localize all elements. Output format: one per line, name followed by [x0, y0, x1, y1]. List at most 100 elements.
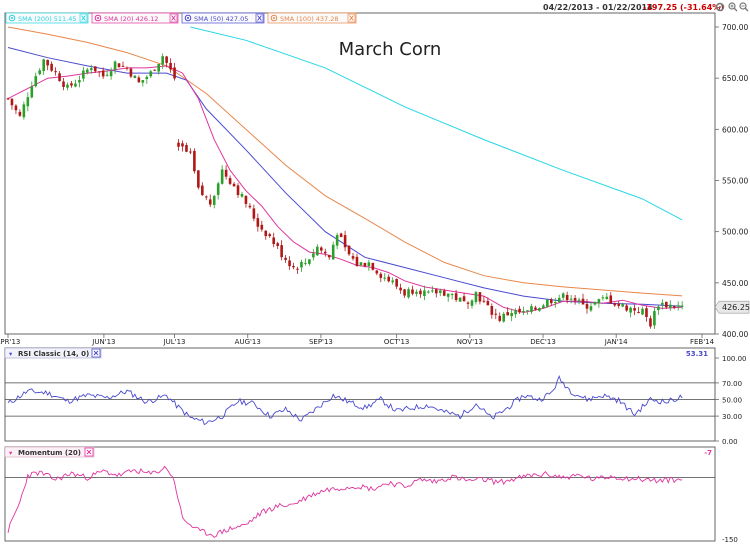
candle	[26, 92, 30, 112]
candle	[272, 232, 276, 248]
gear-icon[interactable]	[715, 2, 725, 12]
momentum-close-icon[interactable]	[84, 447, 94, 457]
candle	[105, 70, 109, 77]
candle	[157, 63, 160, 75]
candle	[316, 244, 319, 257]
x-tick-label: JAN'14	[604, 338, 628, 346]
legend-visibility-icon[interactable]	[94, 14, 102, 22]
candle	[649, 315, 652, 329]
candle	[193, 148, 196, 174]
candle	[613, 302, 617, 307]
legend-close-icon[interactable]	[347, 13, 356, 23]
price-y-tick-label: 400.00	[722, 330, 748, 339]
candle	[486, 297, 490, 306]
candle	[153, 69, 157, 72]
candle	[113, 60, 117, 74]
candle	[657, 305, 660, 315]
legend-item-sma-50[interactable]: SMA (50) 427.05	[181, 12, 265, 24]
candle	[427, 290, 430, 294]
momentum-title: Momentum (20)	[18, 449, 81, 457]
candle	[482, 295, 486, 304]
candle	[367, 259, 371, 271]
legend-label: SMA (50) 427.05	[194, 15, 248, 23]
rsi-line	[7, 374, 683, 426]
price-y-axis: 400.00 450.00 500.00 550.00 600.00 650.00 700.…	[715, 23, 748, 339]
candle	[236, 183, 240, 198]
candle	[109, 67, 113, 80]
legend-item-sma-200[interactable]: SMA (200) 511.45	[5, 12, 89, 24]
candle	[335, 232, 339, 250]
candle	[534, 305, 537, 311]
candle	[46, 59, 49, 71]
candle	[292, 262, 295, 270]
candle	[597, 298, 601, 308]
candle	[141, 80, 145, 87]
rsi-y-tick-label: 50.00	[722, 397, 742, 405]
legend-item-sma-20[interactable]: SMA (20) 426.12	[91, 12, 179, 24]
zoom-in-icon[interactable]	[728, 2, 738, 12]
candle	[550, 297, 553, 306]
candle	[415, 289, 418, 297]
candle	[312, 249, 315, 261]
candle	[518, 305, 521, 314]
candle	[331, 241, 335, 260]
zoom-out-icon[interactable]	[739, 2, 749, 12]
momentum-panel-frame	[4, 446, 716, 542]
legend-close-icon[interactable]	[79, 13, 88, 23]
legend-close-icon[interactable]	[169, 13, 178, 23]
rsi-y-tick-label: 70.00	[722, 380, 742, 388]
candle	[22, 101, 26, 120]
candle	[359, 262, 363, 267]
candle	[379, 272, 383, 283]
candle	[216, 181, 220, 200]
candle	[276, 241, 279, 250]
candle	[363, 262, 367, 268]
candle	[351, 252, 355, 261]
rsi-series	[7, 374, 683, 426]
legend-visibility-icon[interactable]	[184, 14, 192, 22]
candle	[478, 292, 482, 305]
candle	[18, 109, 22, 117]
candle	[38, 68, 42, 76]
candle	[680, 301, 684, 310]
candle	[403, 288, 406, 298]
momentum-collapse-icon[interactable]: ▾	[9, 449, 13, 457]
candle	[577, 297, 581, 305]
candle	[399, 283, 402, 294]
candle	[304, 258, 307, 266]
candle	[454, 289, 458, 302]
x-tick-label: OCT'13	[384, 338, 410, 346]
legend-visibility-icon[interactable]	[270, 14, 278, 22]
candle	[212, 194, 216, 209]
legend-visibility-icon[interactable]	[8, 14, 16, 22]
candle	[665, 301, 668, 310]
candle	[506, 307, 509, 316]
price-y-tick-label: 650.00	[722, 74, 748, 83]
date-range: 04/22/2013 - 01/22/2014	[543, 3, 653, 12]
candle	[458, 297, 462, 302]
date-x-axis: APR'13 JUN'13 JUL'13 AUG'13 SEP'13 OCT'13 NOV'…	[0, 334, 715, 346]
candle	[605, 292, 609, 300]
legend-item-sma-100[interactable]: SMA (100) 437.28	[267, 12, 357, 24]
candle	[621, 302, 624, 308]
rsi-collapse-icon[interactable]: ▾	[9, 350, 13, 358]
candle	[181, 140, 184, 152]
rsi-close-icon[interactable]	[91, 348, 101, 358]
candle	[629, 306, 632, 318]
momentum-y-tick-label: -150	[722, 536, 738, 544]
candle	[34, 72, 38, 88]
rsi-title: RSI Classic (14, 0)	[18, 350, 89, 358]
legend-close-icon[interactable]	[255, 13, 264, 23]
candle	[161, 53, 164, 70]
legend-label: SMA (20) 426.12	[104, 15, 158, 23]
candle	[208, 194, 212, 208]
price-change: -197.25 (-31.64%)	[643, 3, 724, 12]
candle	[173, 62, 176, 81]
candle	[256, 213, 260, 232]
candle	[431, 285, 434, 293]
candle	[522, 306, 525, 316]
candle	[565, 291, 569, 304]
candle	[498, 312, 502, 323]
momentum-line	[7, 465, 683, 538]
